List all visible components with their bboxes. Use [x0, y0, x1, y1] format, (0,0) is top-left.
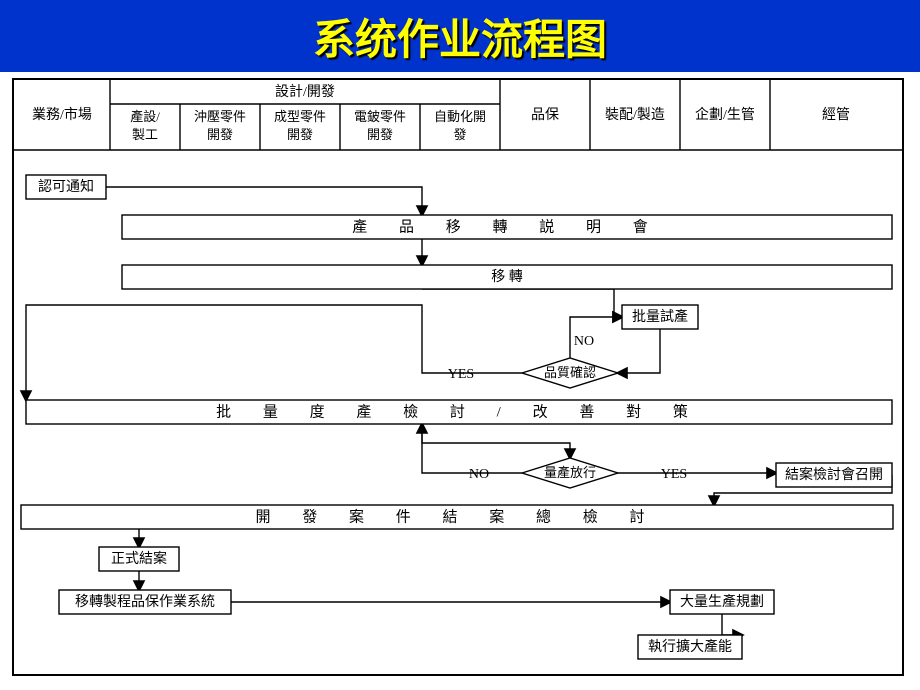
col-6-bot: 發 — [453, 127, 466, 142]
slide: 系统作业流程图 — [0, 0, 920, 690]
col-9: 企劃/生管 — [695, 106, 755, 123]
node-qasys-label: 移轉製程品保作業系統 — [75, 594, 215, 610]
header-group-label: 設計/開發 — [275, 84, 335, 100]
col-3-bot: 開發 — [207, 127, 233, 142]
col-5-top: 電鈹零件 — [354, 109, 406, 124]
col-1: 業務/市場 — [32, 106, 92, 123]
edge-quality-yes — [26, 305, 522, 400]
edge-release-no — [422, 424, 522, 473]
node-pilot-label: 批量試產 — [632, 308, 688, 325]
node-massplan-label: 大量生產規劃 — [680, 593, 764, 610]
col-2-bot: 製工 — [132, 127, 158, 142]
page-title: 系统作业流程图 — [0, 6, 920, 67]
node-transfer-label: 移 轉 — [491, 269, 523, 285]
col-7: 品保 — [531, 107, 559, 123]
col-8: 裝配/製造 — [605, 107, 665, 123]
edge-transfer — [422, 289, 622, 317]
node-closemtg-label: 結案檢討會召開 — [785, 466, 883, 483]
edge-massplan — [722, 614, 742, 635]
col-5-bot: 開發 — [367, 127, 393, 142]
node-formal-label: 正式結案 — [111, 550, 167, 567]
header-table: 設計/開發 業務/市場 產設/ 製工 沖壓零件 開發 成型零件 開發 電鈹零件 … — [14, 80, 902, 150]
node-approve-label: 認可通知 — [38, 178, 94, 195]
node-expand-label: 執行擴大產能 — [648, 638, 732, 655]
node-review-label: 批 量 度 產 檢 討 / 改 善 對 策 — [216, 403, 702, 420]
col-6-top: 自動化開 — [434, 109, 486, 124]
col-4-bot: 開發 — [287, 127, 313, 142]
label-no1: NO — [574, 334, 594, 349]
col-10: 經管 — [822, 107, 850, 123]
flowchart-frame: 設計/開發 業務/市場 產設/ 製工 沖壓零件 開發 成型零件 開發 電鈹零件 … — [12, 78, 904, 676]
nodes: 認可通知產 品 移 轉 説 明 會移 轉批量試產品質確認批 量 度 產 檢 討 … — [21, 175, 893, 659]
col-2-top: 產設/ — [130, 109, 160, 124]
node-quality-label: 品質確認 — [544, 365, 596, 380]
label-yes2: YES — [661, 467, 687, 482]
edge-review — [422, 424, 570, 458]
edge-pilot — [618, 329, 660, 373]
col-3-top: 沖壓零件 — [194, 109, 246, 124]
col-4-top: 成型零件 — [274, 109, 326, 124]
node-release-label: 量產放行 — [544, 465, 596, 480]
flowchart-svg: 設計/開發 業務/市場 產設/ 製工 沖壓零件 開發 成型零件 開發 電鈹零件 … — [14, 80, 902, 674]
label-yes1: YES — [448, 367, 474, 382]
node-meeting-label: 產 品 移 轉 説 明 會 — [352, 218, 662, 235]
edge-approve — [106, 187, 422, 215]
label-no2: NO — [469, 467, 489, 482]
node-finalrev-label: 開 發 案 件 結 案 總 檢 討 — [255, 507, 658, 525]
